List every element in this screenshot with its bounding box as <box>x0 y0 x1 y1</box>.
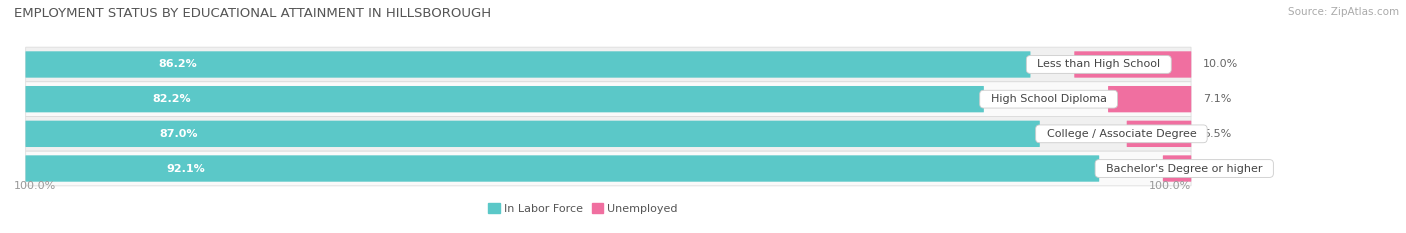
FancyBboxPatch shape <box>25 116 1191 151</box>
Text: 82.2%: 82.2% <box>152 94 191 104</box>
Text: 92.1%: 92.1% <box>166 164 205 174</box>
FancyBboxPatch shape <box>25 51 1031 78</box>
Text: 2.4%: 2.4% <box>1202 164 1232 174</box>
Text: 100.0%: 100.0% <box>1149 181 1191 191</box>
Text: 86.2%: 86.2% <box>157 59 197 69</box>
FancyBboxPatch shape <box>1074 51 1191 78</box>
Text: High School Diploma: High School Diploma <box>984 94 1114 104</box>
FancyBboxPatch shape <box>25 155 1099 182</box>
Text: Bachelor's Degree or higher: Bachelor's Degree or higher <box>1099 164 1270 174</box>
FancyBboxPatch shape <box>1108 86 1191 112</box>
Text: 100.0%: 100.0% <box>14 181 56 191</box>
Text: 7.1%: 7.1% <box>1202 94 1232 104</box>
FancyBboxPatch shape <box>25 47 1191 82</box>
Text: Less than High School: Less than High School <box>1031 59 1167 69</box>
FancyBboxPatch shape <box>25 86 984 112</box>
FancyBboxPatch shape <box>1126 121 1191 147</box>
FancyBboxPatch shape <box>25 151 1191 186</box>
Text: College / Associate Degree: College / Associate Degree <box>1039 129 1204 139</box>
FancyBboxPatch shape <box>25 82 1191 116</box>
Text: 87.0%: 87.0% <box>159 129 197 139</box>
Text: EMPLOYMENT STATUS BY EDUCATIONAL ATTAINMENT IN HILLSBOROUGH: EMPLOYMENT STATUS BY EDUCATIONAL ATTAINM… <box>14 7 491 20</box>
FancyBboxPatch shape <box>1163 155 1191 182</box>
Text: Source: ZipAtlas.com: Source: ZipAtlas.com <box>1288 7 1399 17</box>
FancyBboxPatch shape <box>25 121 1040 147</box>
Text: 10.0%: 10.0% <box>1202 59 1237 69</box>
Text: 5.5%: 5.5% <box>1202 129 1230 139</box>
Legend: In Labor Force, Unemployed: In Labor Force, Unemployed <box>484 199 682 218</box>
